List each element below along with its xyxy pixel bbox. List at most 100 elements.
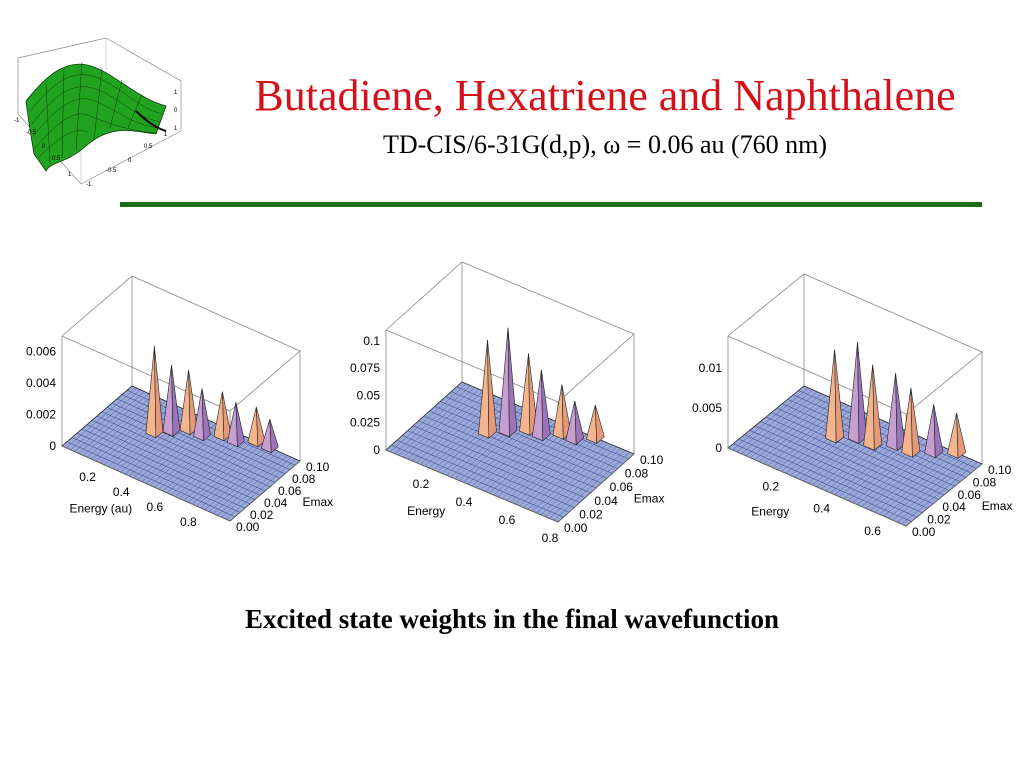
- svg-text:-1: -1: [86, 182, 92, 188]
- slide-title: Butadiene, Hexatriene and Naphthalene: [254, 71, 956, 120]
- surface-peaks: [478, 327, 605, 446]
- z-tick-label: 0.1: [363, 334, 380, 348]
- logo-left-ticks: -1 -0.5 0 0.5 1: [14, 118, 72, 178]
- x-axis-ticks: 0.2 0.4 0.6 0.8: [413, 477, 559, 545]
- x-tick-label: 0.2: [413, 477, 430, 491]
- x-tick-label: 0.8: [180, 515, 197, 529]
- x-tick-label: 0.6: [499, 513, 516, 527]
- plot-front-edges: [61, 445, 301, 522]
- x-tick-label: 0.6: [146, 500, 163, 514]
- surface-peak: [247, 406, 266, 448]
- surface-peak: [498, 327, 518, 438]
- svg-text:-1: -1: [14, 118, 20, 124]
- z-tick-label: 0.05: [357, 388, 381, 402]
- surface-peak: [478, 339, 497, 439]
- x-axis-ticks: 0.2 0.4 0.6 0.8: [79, 470, 197, 529]
- surface-peaks: [145, 346, 279, 454]
- svg-text:1: 1: [174, 126, 178, 132]
- z-tick-label: 0: [373, 443, 380, 457]
- y-tick-label: 0.10: [640, 453, 664, 467]
- y-tick-label: 0.02: [579, 507, 603, 521]
- surface-peak: [947, 412, 967, 459]
- y-axis-ticks: 0.000.020.040.060.080.10: [236, 460, 330, 534]
- y-tick-label: 0.10: [306, 460, 330, 474]
- y-axis-label: Emax: [634, 492, 665, 506]
- x-tick-label: 0.8: [542, 531, 559, 545]
- z-tick-label: 0.075: [350, 361, 380, 375]
- y-tick-label: 0.06: [610, 480, 634, 494]
- z-tick-label: 0.002: [26, 408, 56, 422]
- surface-peak: [924, 404, 944, 459]
- svg-text:-0.5: -0.5: [106, 168, 117, 174]
- surface-peak: [213, 391, 232, 442]
- y-tick-label: 0.00: [564, 521, 588, 535]
- butadiene-surface-plot: 0 0.002 0.004 0.006 0.2 0.4 0.6 0.8 Energy (au) 0…: [0, 248, 338, 548]
- svg-text:1: 1: [164, 132, 168, 138]
- slide-caption: Excited state weights in the final wavef…: [245, 604, 779, 634]
- surface-peak: [532, 369, 551, 442]
- svg-text:0: 0: [128, 158, 132, 164]
- z-tick-label: 0.004: [26, 376, 56, 390]
- y-axis-ticks: 0.000.020.040.060.080.10: [912, 463, 1012, 539]
- surface-floor: [727, 385, 983, 527]
- x-tick-label: 0.4: [456, 495, 473, 509]
- z-tick-label: 0: [715, 441, 722, 455]
- x-tick-label: 0.2: [79, 470, 96, 484]
- plot-front-edges: [385, 449, 635, 523]
- logo-vertical-ticks: 1 0 1: [174, 90, 178, 132]
- hexatriene-surface-plot: 0 0.025 0.05 0.075 0.1 0.2 0.4 0.6 0.8 Energy 0.00…: [338, 248, 676, 548]
- z-axis-ticks: 0 0.025 0.05 0.075 0.1: [350, 334, 380, 457]
- surface-peak: [847, 341, 867, 445]
- z-tick-label: 0: [49, 439, 56, 453]
- surface-peak: [886, 373, 906, 452]
- x-axis-ticks: 0.2 0.4 0.6: [763, 479, 882, 538]
- title-divider: [120, 202, 982, 207]
- x-axis-label: Energy (au): [69, 501, 132, 515]
- y-tick-label: 0.00: [912, 525, 936, 539]
- surface-chart-1: 0 0.025 0.05 0.075 0.1 0.2 0.4 0.6 0.8 Energy 0.00…: [350, 261, 665, 545]
- x-axis-label: Energy: [407, 504, 445, 518]
- surface-floor: [61, 385, 301, 522]
- svg-text:0: 0: [42, 144, 46, 150]
- x-tick-label: 0.2: [763, 479, 780, 493]
- y-axis-label: Emax: [303, 495, 334, 509]
- surface-peak: [162, 364, 181, 437]
- y-tick-label: 0.06: [278, 484, 302, 498]
- z-axis-ticks: 0 0.002 0.004 0.006: [26, 345, 56, 453]
- y-tick-label: 0.08: [292, 472, 316, 486]
- surface-peaks: [825, 341, 967, 459]
- svg-text:1: 1: [68, 172, 72, 178]
- x-tick-label: 0.4: [813, 502, 830, 516]
- surface-peak: [193, 388, 211, 442]
- y-axis-ticks: 0.000.020.040.060.080.10: [564, 453, 664, 535]
- svg-text:0.5: 0.5: [52, 156, 61, 162]
- y-tick-label: 0.02: [250, 508, 274, 522]
- y-tick-label: 0.08: [625, 467, 649, 481]
- z-tick-label: 0.01: [699, 361, 723, 375]
- y-tick-label: 0.04: [264, 496, 288, 510]
- y-tick-label: 0.00: [236, 520, 260, 534]
- surface-peak: [565, 400, 585, 446]
- y-tick-label: 0.08: [973, 475, 997, 489]
- green-surface-plot-icon: [17, 37, 182, 185]
- slide-subtitle: TD-CIS/6-31G(d,p), ω = 0.06 au (760 nm): [382, 130, 828, 159]
- y-tick-label: 0.06: [958, 488, 982, 502]
- surface-peak: [901, 387, 921, 458]
- surface-peak: [260, 419, 279, 454]
- x-tick-label: 0.4: [113, 485, 130, 499]
- svg-text:1: 1: [174, 90, 178, 96]
- surface-peak: [863, 364, 883, 451]
- y-tick-label: 0.02: [927, 513, 951, 527]
- z-tick-label: 0.006: [26, 345, 56, 359]
- z-tick-label: 0.025: [350, 416, 380, 430]
- y-tick-label: 0.10: [988, 463, 1012, 477]
- svg-text:-0.5: -0.5: [26, 130, 37, 136]
- surface-peak: [585, 405, 605, 445]
- y-tick-label: 0.04: [594, 494, 618, 508]
- svg-text:0.5: 0.5: [144, 144, 153, 150]
- surface-peak: [226, 402, 245, 448]
- surface-logo: -1 -0.5 0 0.5 1 -1 -0.5 0 0.5 1 1 0 1: [14, 37, 182, 188]
- surface-peak: [825, 349, 845, 444]
- z-tick-label: 0.005: [692, 401, 722, 415]
